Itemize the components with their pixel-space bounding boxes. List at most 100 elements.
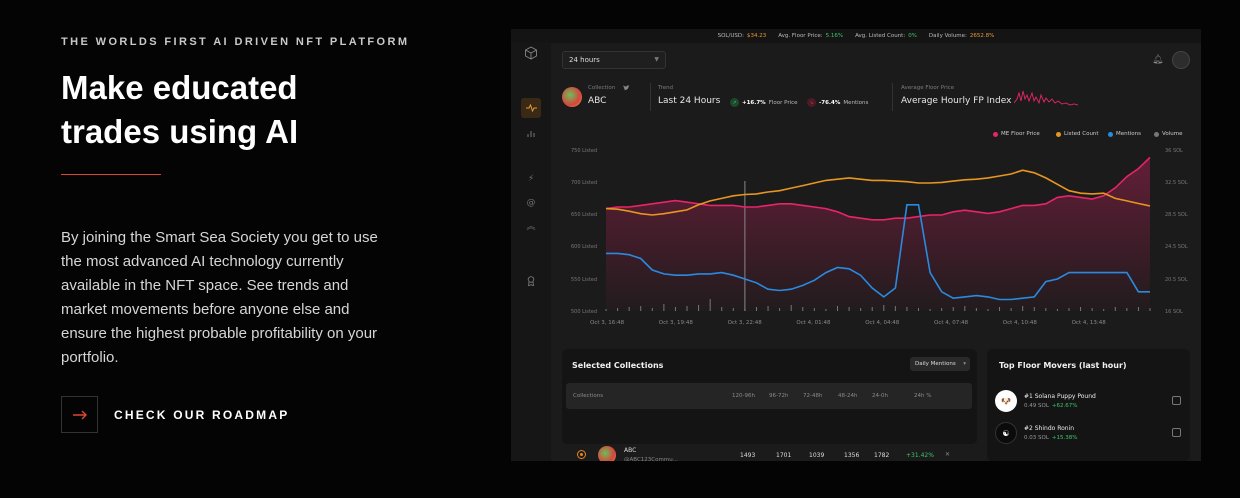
close-icon[interactable]: ✕ — [945, 451, 951, 458]
mover-stat: 0.49 SOL +62.67% — [1024, 403, 1077, 409]
legend-item[interactable]: Volume — [1154, 131, 1182, 137]
legend-swatch — [1108, 131, 1113, 137]
mover-price: 0.49 SOL — [1024, 403, 1049, 409]
mover-checkbox[interactable] — [1172, 428, 1181, 437]
y-tick-label: 24.5 SOL — [1165, 244, 1188, 250]
mover-name: #2 Shindo Ronin — [1024, 425, 1075, 432]
trend-chart — [605, 156, 1151, 311]
column-header[interactable]: 96-72h — [769, 393, 789, 399]
x-tick-label: Oct 4, 10:48 — [1002, 320, 1037, 326]
legend-item[interactable]: Listed Count — [1056, 131, 1099, 137]
mover-name: #1 Solana Puppy Pound — [1024, 393, 1096, 400]
series-line-mentions — [606, 204, 1150, 301]
time-range-value: 24 hours — [569, 56, 600, 64]
mentions-change: ↘ -76.4% Mentions — [807, 98, 868, 107]
mentions-change-label: Mentions — [843, 99, 869, 106]
mover-item[interactable]: ☯ #2 Shindo Ronin 0.03 SOL +15.38% — [995, 422, 1181, 446]
y-tick-label: 500 Listed — [571, 309, 598, 315]
mover-item[interactable]: 🐶 #1 Solana Puppy Pound 0.49 SOL +62.67% — [995, 390, 1181, 414]
panel-title: Selected Collections — [572, 361, 664, 370]
trend-value: Last 24 Hours — [658, 96, 721, 106]
y-tick-label: 600 Listed — [571, 244, 598, 250]
ticker-value: 0% — [908, 33, 917, 39]
floor-movers-panel: Top Floor Movers (last hour) 🐶 #1 Solana … — [987, 349, 1190, 461]
legend-swatch — [993, 131, 998, 137]
column-header[interactable]: 120-96h — [732, 393, 755, 399]
ticker-value: 2652.8% — [969, 33, 995, 39]
pulse-icon[interactable] — [521, 98, 541, 118]
mover-price: 0.03 SOL — [1024, 435, 1049, 441]
legend-label: Mentions — [1116, 131, 1142, 137]
bell-icon[interactable]: 🔔︎ — [1152, 55, 1164, 65]
row-handle: @ABC123Commu... — [624, 457, 678, 461]
y-tick-label: 750 Listed — [571, 148, 598, 154]
bar-chart-icon[interactable] — [521, 123, 541, 143]
ticker-label: SOL/USD: — [717, 33, 744, 39]
floor-change: ↗ +16.7% Floor Price — [730, 98, 798, 107]
trend-up-icon: ↗ — [730, 98, 739, 107]
x-tick-label: Oct 4, 13:48 — [1071, 320, 1106, 326]
separator — [650, 83, 651, 111]
column-header[interactable]: 24-0h — [872, 393, 888, 399]
ticker-label: Avg. Listed Count: — [855, 33, 906, 39]
ticker-item: Daily Volume: 2652.8% — [929, 33, 994, 39]
avatar[interactable] — [1172, 51, 1190, 69]
hero-body: By joining the Smart Sea Society you get… — [61, 229, 378, 366]
legend-label: ME Floor Price — [1001, 131, 1040, 137]
collection-avatar — [598, 446, 616, 461]
floor-change-value: +16.7% — [742, 99, 766, 106]
row-change: +31.42% — [906, 452, 934, 459]
legend-label: Volume — [1162, 131, 1183, 137]
hero-eyebrow: THE WORLDS FIRST AI DRIVEN NFT PLATFORM — [61, 36, 410, 48]
floor-change-label: Floor Price — [768, 99, 798, 106]
x-tick-label: Oct 3, 22:48 — [727, 320, 762, 326]
y-tick-label: 650 Listed — [571, 212, 598, 218]
dashboard-preview: SOL/USD: $34.23 Avg. Floor Price: 5.16% Avg.… — [511, 29, 1201, 461]
separator — [892, 83, 893, 111]
x-tick-label: Oct 3, 19:48 — [658, 320, 693, 326]
x-tick-label: Oct 4, 07:48 — [934, 320, 969, 326]
y-tick-label: 36 SOL — [1165, 148, 1183, 154]
mover-checkbox[interactable] — [1172, 396, 1181, 405]
y-tick-label: 550 Listed — [571, 277, 598, 283]
collection-label: Collection — [588, 85, 616, 91]
roadmap-cta[interactable]: CHECK OUR ROADMAP — [61, 396, 289, 433]
series-line-listed-count — [605, 169, 1151, 216]
roadmap-cta-label[interactable]: CHECK OUR ROADMAP — [114, 407, 290, 422]
avg-floor-sparkline — [1014, 90, 1078, 106]
sidebar: ⚡︎ @ ︽ — [511, 43, 551, 461]
roadmap-cta-button[interactable] — [61, 396, 98, 433]
panel-title: Top Floor Movers (last hour) — [999, 361, 1127, 370]
at-icon[interactable]: @ — [526, 198, 536, 208]
collection-name: ABC — [588, 96, 607, 106]
collection-avatar — [562, 87, 582, 107]
legend-label: Listed Count — [1064, 131, 1099, 137]
mover-avatar: ☯ — [995, 422, 1017, 444]
twitter-icon[interactable] — [623, 85, 630, 91]
daily-mentions-dropdown[interactable]: Daily Mentions ▾ — [910, 357, 970, 371]
award-icon[interactable] — [521, 271, 541, 291]
series-line-me-floor-price — [605, 156, 1151, 221]
chevrons-up-icon[interactable]: ︽ — [526, 221, 536, 232]
legend-item[interactable]: ME Floor Price — [993, 131, 1040, 137]
table-header: Collections 120-96h 96-72h 72-48h 48-24h 24-0… — [566, 383, 972, 409]
row-radio[interactable] — [577, 450, 586, 459]
mover-stat: 0.03 SOL +15.38% — [1024, 435, 1077, 441]
ticker-value: $34.23 — [746, 33, 767, 39]
column-header[interactable]: Collections — [573, 393, 604, 399]
logo-cube-icon[interactable] — [521, 43, 541, 63]
dropdown-value: Daily Mentions — [915, 361, 956, 367]
legend-item[interactable]: Mentions — [1108, 131, 1141, 137]
column-header[interactable]: 72-48h — [803, 393, 823, 399]
ticker-item: Avg. Floor Price: 5.16% — [778, 33, 843, 39]
ticker-value: 5.16% — [825, 33, 844, 39]
trend-down-icon: ↘ — [807, 98, 816, 107]
accent-divider — [61, 174, 161, 175]
lightning-icon[interactable]: ⚡︎ — [527, 174, 535, 184]
column-header[interactable]: 48-24h — [838, 393, 858, 399]
avg-floor-value: Average Hourly FP Index — [901, 96, 1012, 106]
time-range-select[interactable]: 24 hours ▼ — [562, 51, 666, 69]
column-header[interactable]: 24h % — [914, 393, 932, 399]
selected-collections-panel: Selected Collections Daily Mentions ▾ Co… — [562, 349, 977, 461]
ticker-item: SOL/USD: $34.23 — [718, 33, 767, 39]
